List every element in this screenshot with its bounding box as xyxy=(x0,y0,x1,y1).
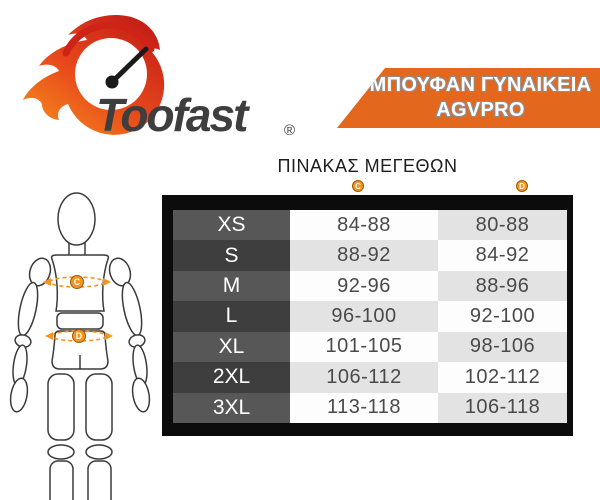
measurement-c-cell: 106-112 xyxy=(290,362,438,393)
size-label-cell: XS xyxy=(173,210,290,241)
chest-marker-letter: C xyxy=(74,277,81,287)
size-label-cell: 2XL xyxy=(173,362,290,393)
size-label-cell: XL xyxy=(173,331,290,363)
product-banner: ΜΠΟΥΦΑΝ ΓΥΝΑΙΚΕΙΑ AGVPRO xyxy=(337,68,600,128)
measurement-c-cell: 113-118 xyxy=(290,392,438,423)
measurement-d-cell: 88-96 xyxy=(438,270,567,302)
chest-marker-badge xyxy=(70,275,84,289)
size-label-cell: M xyxy=(173,270,290,302)
waist-measurement: D xyxy=(45,329,113,343)
measurement-d-cell: 80-88 xyxy=(438,210,567,241)
measurement-d-cell: 84-92 xyxy=(438,240,567,271)
flame-speedometer-icon xyxy=(23,15,165,135)
mannequin-figure: C D xyxy=(9,192,151,500)
registered-trademark-symbol: ® xyxy=(284,122,295,139)
size-table: XS 84-88 80-88 S 88-92 84-92 M 92-96 88-96 L 96-10… xyxy=(162,195,573,436)
measurement-c-cell: 96-100 xyxy=(290,301,438,332)
size-label-cell: S xyxy=(173,240,290,271)
measurement-c-cell: 92-96 xyxy=(290,270,438,302)
chest-measurement: C xyxy=(43,275,111,289)
measurement-d-cell: 92-100 xyxy=(438,301,567,332)
waist-marker-letter: D xyxy=(76,331,83,341)
measurement-c-cell: 101-105 xyxy=(290,331,438,363)
banner-product-name: ΜΠΟΥΦΑΝ ΓΥΝΑΙΚΕΙΑ xyxy=(369,74,592,96)
mannequin-waist xyxy=(56,312,104,330)
measurement-d-cell: 106-118 xyxy=(438,392,567,423)
measurement-d-cell: 102-112 xyxy=(438,362,567,393)
column-marker-c: C xyxy=(352,180,364,192)
size-chart-title: ΠΙΝΑΚΑΣ ΜΕΓΕΘΩΝ xyxy=(277,156,458,176)
logo-brand-text: Toofast xyxy=(96,89,250,141)
mannequin-head xyxy=(57,192,96,246)
size-table-grid: XS 84-88 80-88 S 88-92 84-92 M 92-96 88-96 L 96-10… xyxy=(173,210,567,423)
column-marker-d: D xyxy=(516,180,528,192)
size-label-cell: L xyxy=(173,301,290,332)
measurement-c-cell: 88-92 xyxy=(290,240,438,271)
measurement-c-cell: 84-88 xyxy=(290,210,438,241)
mannequin-legs xyxy=(47,373,113,500)
mannequin-arms xyxy=(9,257,151,413)
toofast-logo: Toofast ® xyxy=(23,15,295,141)
size-label-cell: 3XL xyxy=(173,392,290,423)
banner-product-model: AGVPRO xyxy=(436,99,525,121)
measurement-d-cell: 98-106 xyxy=(438,331,567,363)
waist-marker-badge xyxy=(72,329,86,343)
